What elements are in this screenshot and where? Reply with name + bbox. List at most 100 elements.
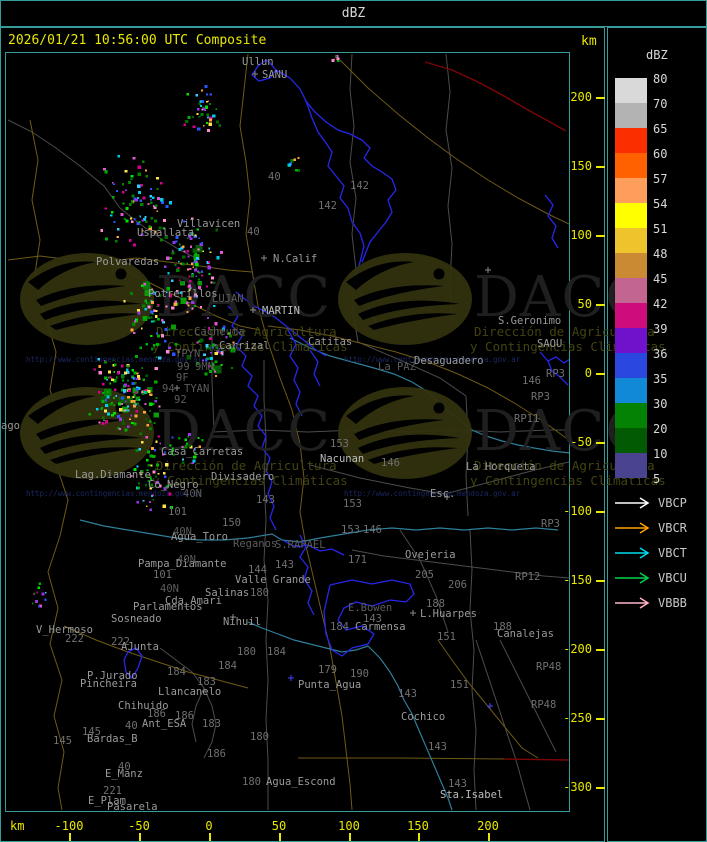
echo-pixel bbox=[113, 388, 117, 392]
echo-pixel bbox=[171, 436, 174, 439]
echo-pixel bbox=[114, 363, 117, 366]
echo-pixel bbox=[150, 316, 153, 319]
echo-pixel bbox=[131, 368, 134, 372]
echo-pixel bbox=[144, 169, 148, 172]
echo-pixel bbox=[168, 492, 172, 496]
echo-pixel bbox=[136, 222, 140, 225]
echo-pixel bbox=[179, 291, 182, 294]
echo-pixel bbox=[149, 476, 152, 478]
echo-pixel bbox=[118, 417, 123, 421]
echo-pixel bbox=[135, 403, 138, 406]
echo-pixel bbox=[143, 282, 147, 286]
echo-pixel bbox=[187, 435, 189, 438]
echo-pixel bbox=[168, 201, 173, 205]
echo-pixel bbox=[153, 293, 156, 296]
echo-pixel bbox=[208, 247, 210, 250]
echo-pixel bbox=[335, 55, 339, 59]
echo-pixel bbox=[149, 500, 152, 503]
echo-blob bbox=[132, 387, 139, 394]
echo-pixel bbox=[202, 106, 204, 109]
echo-pixel bbox=[101, 400, 105, 403]
echo-pixel bbox=[151, 288, 153, 291]
echo-pixel bbox=[98, 421, 101, 424]
echo-pixel bbox=[111, 182, 114, 184]
watermark-line2: y Contingencias Climáticas bbox=[152, 339, 348, 354]
echo-pixel bbox=[153, 449, 156, 452]
echo-pixel bbox=[158, 294, 162, 298]
echo-pixel bbox=[197, 286, 201, 290]
echo-pixel bbox=[213, 304, 216, 308]
echo-pixel bbox=[191, 301, 195, 305]
echo-pixel bbox=[174, 342, 178, 346]
stream-line bbox=[79, 519, 559, 543]
echo-pixel bbox=[149, 393, 153, 397]
echo-pixel bbox=[144, 215, 147, 218]
echo-pixel bbox=[107, 412, 110, 416]
echo-pixel bbox=[145, 436, 148, 439]
echo-pixel bbox=[174, 300, 177, 303]
echo-pixel bbox=[145, 391, 148, 394]
echo-pixel bbox=[135, 387, 139, 391]
echo-pixel bbox=[170, 452, 174, 455]
echo-pixel bbox=[149, 427, 152, 431]
echo-pixel bbox=[128, 239, 132, 242]
leaf-cut bbox=[36, 419, 126, 440]
echo-pixel bbox=[194, 305, 197, 307]
echo-pixel bbox=[163, 219, 167, 222]
echo-pixel bbox=[146, 459, 149, 462]
echo-pixel bbox=[171, 251, 175, 255]
echo-pixel bbox=[149, 420, 152, 423]
echo-pixel bbox=[182, 458, 184, 461]
echo-pixel bbox=[126, 379, 129, 382]
echo-pixel bbox=[101, 391, 104, 394]
echo-pixel bbox=[297, 156, 300, 159]
echo-pixel bbox=[185, 444, 187, 447]
echo-pixel bbox=[37, 586, 41, 590]
echo-pixel bbox=[196, 228, 199, 231]
echo-pixel bbox=[137, 482, 140, 485]
echo-pixel bbox=[198, 115, 201, 118]
echo-pixel bbox=[152, 470, 156, 474]
echo-pixel bbox=[209, 357, 213, 361]
leaf-dot bbox=[433, 402, 445, 414]
echo-pixel bbox=[34, 599, 38, 603]
department-border bbox=[119, 207, 201, 261]
echo-pixel bbox=[181, 245, 185, 249]
echo-pixel bbox=[195, 259, 198, 262]
echo-pixel bbox=[150, 464, 153, 467]
echo-pixel bbox=[121, 388, 124, 392]
echo-pixel bbox=[130, 292, 133, 295]
road-line bbox=[298, 757, 505, 760]
echo-pixel bbox=[185, 442, 188, 445]
echo-pixel bbox=[176, 268, 180, 272]
echo-pixel bbox=[132, 402, 135, 405]
echo-pixel bbox=[191, 232, 194, 236]
title-bar: dBZ bbox=[0, 0, 707, 27]
watermark-line2: y Contingencias Climáticas bbox=[152, 473, 348, 488]
echo-pixel bbox=[206, 113, 209, 116]
echo-pixel bbox=[103, 359, 106, 362]
echo-pixel bbox=[149, 410, 151, 412]
echo-pixel bbox=[115, 395, 117, 397]
city-plus-marker bbox=[444, 494, 450, 500]
echo-pixel bbox=[164, 475, 167, 478]
echo-pixel bbox=[117, 427, 120, 430]
echo-pixel bbox=[199, 100, 202, 103]
echo-pixel bbox=[207, 116, 210, 119]
echo-pixel bbox=[143, 316, 146, 319]
echo-pixel bbox=[127, 409, 130, 412]
echo-blob bbox=[122, 406, 128, 413]
echo-pixel bbox=[130, 178, 133, 181]
echo-pixel bbox=[205, 122, 208, 124]
echo-pixel bbox=[139, 346, 142, 349]
echo-pixel bbox=[331, 58, 335, 62]
echo-pixel bbox=[335, 55, 337, 58]
road-line bbox=[267, 325, 567, 439]
echo-pixel bbox=[164, 340, 167, 343]
echo-pixel bbox=[156, 334, 161, 338]
echo-pixel bbox=[134, 382, 137, 385]
echo-pixel bbox=[128, 181, 131, 184]
